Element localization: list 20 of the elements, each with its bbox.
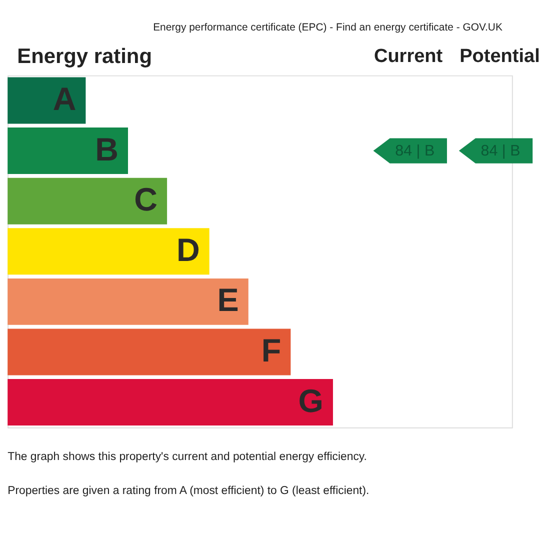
bar <box>8 379 333 426</box>
text: Current <box>374 46 444 68</box>
text: Properties are given a rating from A (most efficient) to G (least efficient). <box>8 485 370 498</box>
bar <box>8 278 248 325</box>
bar <box>8 128 128 174</box>
y-tick-label: B <box>95 131 118 168</box>
text: Potential <box>460 46 540 68</box>
bar <box>8 328 291 376</box>
text: Energy performance certificate (EPC) - Find an energy certificate - GOV.UK <box>153 22 502 34</box>
y-tick-label: E <box>217 282 239 318</box>
bar <box>8 178 168 224</box>
bar <box>8 228 210 275</box>
chart-title: Energy rating <box>17 44 152 68</box>
y-tick-label: D <box>176 232 200 268</box>
y-tick-label: A <box>52 81 76 118</box>
y-tick-label: G <box>298 382 324 419</box>
y-tick-label: F <box>261 332 282 368</box>
bar <box>8 77 86 124</box>
text: The graph shows this property's current and potential energy efficiency. <box>8 450 367 463</box>
y-tick-label: C <box>134 182 158 218</box>
